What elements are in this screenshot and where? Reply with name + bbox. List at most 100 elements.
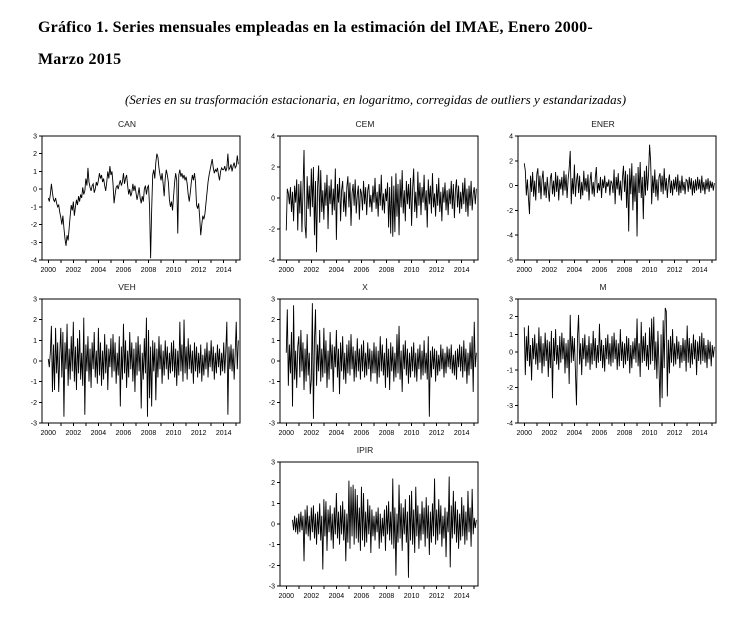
svg-text:2010: 2010 [404,430,420,437]
svg-text:2012: 2012 [429,430,445,437]
svg-text:-2: -2 [507,208,513,215]
figure-title-line-2: Marzo 2015 [38,51,122,68]
svg-text:0: 0 [509,350,513,357]
svg-text:2006: 2006 [354,267,370,274]
svg-text:0: 0 [271,359,275,366]
svg-text:2006: 2006 [116,267,132,274]
svg-text:1: 1 [33,338,37,345]
svg-text:2002: 2002 [304,430,320,437]
svg-text:-2: -2 [507,385,513,392]
svg-text:2004: 2004 [91,267,107,274]
svg-text:2002: 2002 [304,593,320,600]
chart-plot-area-x: 3 2 1 0 -1 -2 -3 2000 2002 2004 2006 2008 2010 2012 20… [246,294,484,444]
chart-plot-area-ipir: 3 2 1 0 -1 -2 -3 2000 2002 2004 2006 2008 2010 2012 20… [246,457,484,607]
svg-text:2002: 2002 [542,267,558,274]
svg-text:2: 2 [271,480,275,487]
svg-text:-4: -4 [507,233,513,240]
svg-text:2014: 2014 [216,267,232,274]
svg-text:2014: 2014 [454,593,470,600]
svg-text:2010: 2010 [166,267,182,274]
chart-title-ipir: IPIR [356,445,374,455]
chart-title-can: CAN [118,119,136,129]
svg-text:2010: 2010 [404,267,420,274]
svg-text:0: 0 [271,522,275,529]
svg-text:2006: 2006 [354,430,370,437]
svg-text:0: 0 [509,183,513,190]
charts-row-2: VEH 3 2 1 0 -1 -2 -3 2000 2002 2004 2006 2008 2010 20… [8,281,743,444]
chart-title-m: M [599,282,607,292]
svg-text:2000: 2000 [40,430,56,437]
svg-text:3: 3 [271,460,275,467]
svg-text:2006: 2006 [354,593,370,600]
svg-text:0: 0 [33,187,37,194]
svg-text:2006: 2006 [592,267,608,274]
chart-plot-area-cem: 4 2 0 -2 -4 2000 2002 2004 2006 2008 2010 2012 2014 [246,131,484,281]
svg-text:-4: -4 [269,258,275,265]
svg-text:-6: -6 [507,258,513,265]
svg-text:2012: 2012 [191,267,207,274]
chart-x: X 3 2 1 0 -1 -2 -3 2000 2002 2004 2006 2008 2010 2012… [246,281,484,444]
svg-text:2012: 2012 [429,267,445,274]
svg-text:2: 2 [33,151,37,158]
svg-text:3: 3 [33,297,37,304]
svg-text:-3: -3 [507,403,513,410]
svg-text:1: 1 [271,501,275,508]
svg-text:-1: -1 [269,379,275,386]
figure-title: Gráfico 1. Series mensuales empleadas en… [38,12,713,76]
svg-text:2010: 2010 [404,593,420,600]
svg-text:2000: 2000 [40,267,56,274]
svg-text:2006: 2006 [592,430,608,437]
svg-text:2: 2 [509,158,513,165]
chart-plot-area-ener: 4 2 0 -2 -4 -6 2000 2002 2004 2006 2008 2010 2012 201… [484,131,722,281]
svg-text:2014: 2014 [216,430,232,437]
svg-text:-3: -3 [269,421,275,428]
svg-text:2004: 2004 [567,267,583,274]
svg-text:0: 0 [33,359,37,366]
svg-text:-2: -2 [31,400,37,407]
svg-text:2010: 2010 [642,267,658,274]
svg-text:4: 4 [271,134,275,141]
svg-text:3: 3 [33,134,37,141]
chart-plot-area-veh: 3 2 1 0 -1 -2 -3 2000 2002 2004 2006 2008 2010 2012 20… [8,294,246,444]
svg-text:2: 2 [509,314,513,321]
chart-plot-area-m: 3 2 1 0 -1 -2 -3 -4 2000 2002 2004 2006 2008 2010 2012… [484,294,722,444]
svg-text:2: 2 [271,317,275,324]
svg-text:-3: -3 [31,421,37,428]
chart-title-veh: VEH [118,282,136,292]
svg-text:2014: 2014 [692,430,708,437]
figure-subtitle: (Series en su trasformación estacionaria… [124,92,627,107]
svg-text:1: 1 [271,338,275,345]
svg-text:2: 2 [33,317,37,324]
chart-plot-area-can: 3 2 1 0 -1 -2 -3 -4 2000 2002 2004 2006 2008 2010 2012… [8,131,246,281]
svg-text:2002: 2002 [66,430,82,437]
svg-text:-2: -2 [269,400,275,407]
chart-title-ener: ENER [591,119,615,129]
svg-text:-1: -1 [31,379,37,386]
svg-text:2002: 2002 [66,267,82,274]
svg-text:2000: 2000 [516,430,532,437]
svg-text:2008: 2008 [379,430,395,437]
svg-text:2008: 2008 [617,267,633,274]
svg-text:2004: 2004 [91,430,107,437]
svg-text:2008: 2008 [617,430,633,437]
chart-ener: ENER 4 2 0 -2 -4 -6 2000 2002 2004 2006 2008 2010 20… [484,118,722,281]
svg-text:2012: 2012 [667,267,683,274]
svg-text:2000: 2000 [516,267,532,274]
charts-row-3: IPIR 3 2 1 0 -1 -2 -3 2000 2002 2004 2006 2008 2010 2… [8,444,743,607]
svg-text:2000: 2000 [278,430,294,437]
svg-text:2004: 2004 [329,593,345,600]
figure-title-line-1: Gráfico 1. Series mensuales empleadas en… [38,19,593,36]
chart-cem: CEM 4 2 0 -2 -4 2000 2002 2004 2006 2008 2010 2012 2… [246,118,484,281]
chart-title-cem: CEM [355,119,375,129]
charts-row-1: CAN 3 2 1 0 -1 -2 -3 -4 2000 2002 2004 2006 2008 2010… [8,118,743,281]
svg-text:-1: -1 [269,542,275,549]
svg-text:-2: -2 [31,222,37,229]
svg-text:-2: -2 [269,563,275,570]
svg-text:2: 2 [271,165,275,172]
